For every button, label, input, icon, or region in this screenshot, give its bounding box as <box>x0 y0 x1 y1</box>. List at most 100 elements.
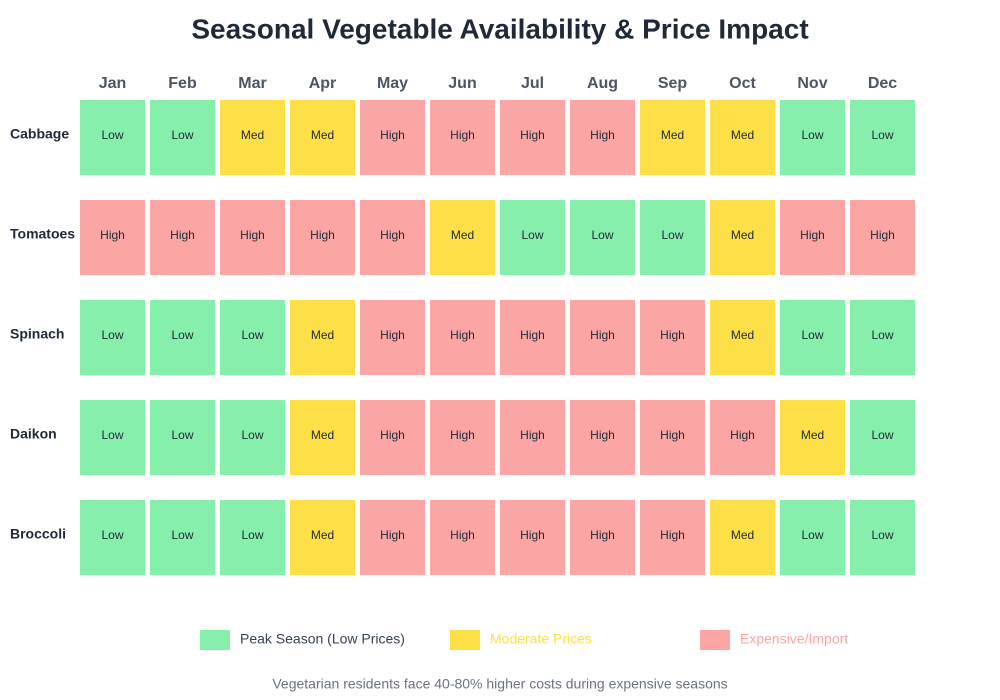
cell-label: Med <box>311 528 334 542</box>
cell <box>430 200 495 275</box>
cell <box>360 100 425 175</box>
month-label: Mar <box>238 75 266 92</box>
cell-label: High <box>730 428 755 442</box>
cell <box>360 300 425 375</box>
cell-label: Low <box>521 228 543 242</box>
cell <box>570 200 635 275</box>
cell-label: Med <box>311 128 334 142</box>
cell <box>500 400 565 475</box>
cell-label: High <box>380 328 405 342</box>
cell <box>500 100 565 175</box>
cell <box>570 300 635 375</box>
cell <box>220 100 285 175</box>
cell <box>80 500 145 575</box>
month-label: Nov <box>797 75 827 92</box>
month-label: Aug <box>587 75 618 92</box>
cell-label: High <box>590 528 615 542</box>
month-label: Sep <box>658 75 688 92</box>
cell-label: Low <box>101 528 123 542</box>
cell-label: High <box>520 428 545 442</box>
cell <box>80 400 145 475</box>
cell <box>220 500 285 575</box>
cell-label: High <box>660 328 685 342</box>
cell <box>290 100 355 175</box>
cell-label: Med <box>311 428 334 442</box>
cell <box>780 200 845 275</box>
row-label: Cabbage <box>10 126 69 142</box>
cell-label: High <box>590 328 615 342</box>
legend-swatch <box>700 630 730 650</box>
cell <box>780 400 845 475</box>
cell-label: Low <box>591 228 613 242</box>
month-label: Feb <box>168 75 197 92</box>
cell <box>500 200 565 275</box>
cell <box>710 500 775 575</box>
cell-label: High <box>660 528 685 542</box>
cell-label: High <box>100 228 125 242</box>
legend-label: Expensive/Import <box>740 631 848 647</box>
cell-label: Low <box>661 228 683 242</box>
cell <box>290 500 355 575</box>
cell <box>290 300 355 375</box>
cell-label: High <box>590 428 615 442</box>
cell <box>150 500 215 575</box>
cell-label: Low <box>871 528 893 542</box>
cell <box>850 300 915 375</box>
title: Seasonal Vegetable Availability & Price … <box>191 13 808 44</box>
cell-label: Low <box>241 328 263 342</box>
cell-label: High <box>380 428 405 442</box>
cell <box>430 100 495 175</box>
cell <box>780 300 845 375</box>
cell <box>430 500 495 575</box>
row-label: Tomatoes <box>10 226 75 242</box>
legend-swatch <box>450 630 480 650</box>
cell-label: Low <box>871 128 893 142</box>
cell <box>710 300 775 375</box>
cell-label: High <box>240 228 265 242</box>
cell-label: High <box>450 428 475 442</box>
cell <box>640 400 705 475</box>
cell <box>850 200 915 275</box>
cell-label: Low <box>101 428 123 442</box>
cell <box>710 100 775 175</box>
cell <box>780 500 845 575</box>
cell <box>430 300 495 375</box>
month-label: Jun <box>448 75 476 92</box>
cell-label: Med <box>731 228 754 242</box>
cell-label: Med <box>241 128 264 142</box>
cell-label: High <box>380 528 405 542</box>
cell-label: High <box>800 228 825 242</box>
cell-label: Low <box>801 128 823 142</box>
cell <box>500 300 565 375</box>
cell <box>80 300 145 375</box>
cell <box>710 400 775 475</box>
cell-label: High <box>380 128 405 142</box>
cell <box>500 500 565 575</box>
cell <box>640 100 705 175</box>
cell-label: Low <box>171 128 193 142</box>
cell <box>640 200 705 275</box>
month-label: Oct <box>729 75 756 92</box>
cell <box>150 100 215 175</box>
legend-swatch <box>200 630 230 650</box>
cell-label: Low <box>101 328 123 342</box>
cell <box>220 200 285 275</box>
month-label: May <box>377 75 408 92</box>
cell <box>80 200 145 275</box>
cell-label: Low <box>801 528 823 542</box>
cell-label: High <box>520 328 545 342</box>
cell-label: Med <box>311 328 334 342</box>
cell <box>220 400 285 475</box>
cell-label: Med <box>661 128 684 142</box>
cell <box>360 400 425 475</box>
cell <box>780 100 845 175</box>
cell <box>640 300 705 375</box>
month-label: Dec <box>868 75 897 92</box>
cell-label: High <box>450 328 475 342</box>
cell <box>360 500 425 575</box>
cell-label: High <box>450 128 475 142</box>
cell <box>150 300 215 375</box>
cell-label: Low <box>871 428 893 442</box>
month-label: Jul <box>521 75 544 92</box>
cell-label: Med <box>731 328 754 342</box>
